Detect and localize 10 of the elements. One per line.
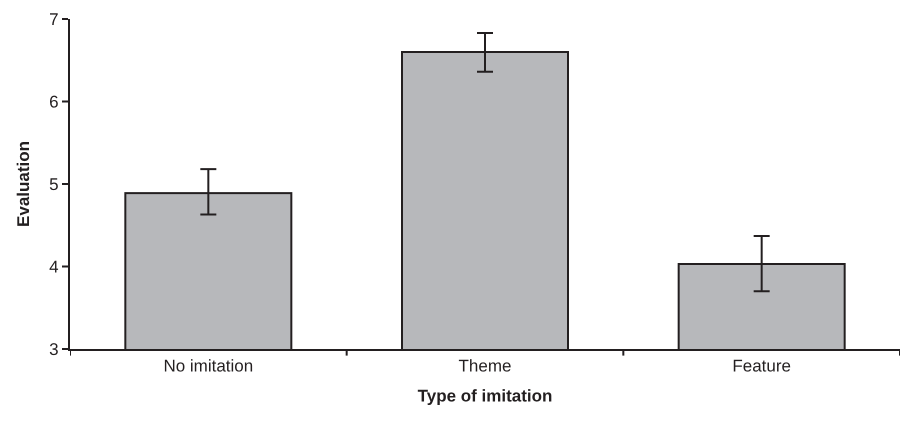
y-tick-label: 5 <box>49 174 59 194</box>
x-tick-label: Feature <box>732 356 791 376</box>
y-tick-label: 7 <box>49 10 59 29</box>
y-tick-label: 4 <box>49 257 59 276</box>
x-tick-label: Theme <box>458 356 512 376</box>
x-axis-title: Type of imitation <box>418 386 552 406</box>
y-axis-title: Evaluation <box>14 141 34 227</box>
y-tick-label: 3 <box>49 340 59 359</box>
y-tick-label: 6 <box>49 92 59 112</box>
x-tick-label: No imitation <box>163 356 254 376</box>
